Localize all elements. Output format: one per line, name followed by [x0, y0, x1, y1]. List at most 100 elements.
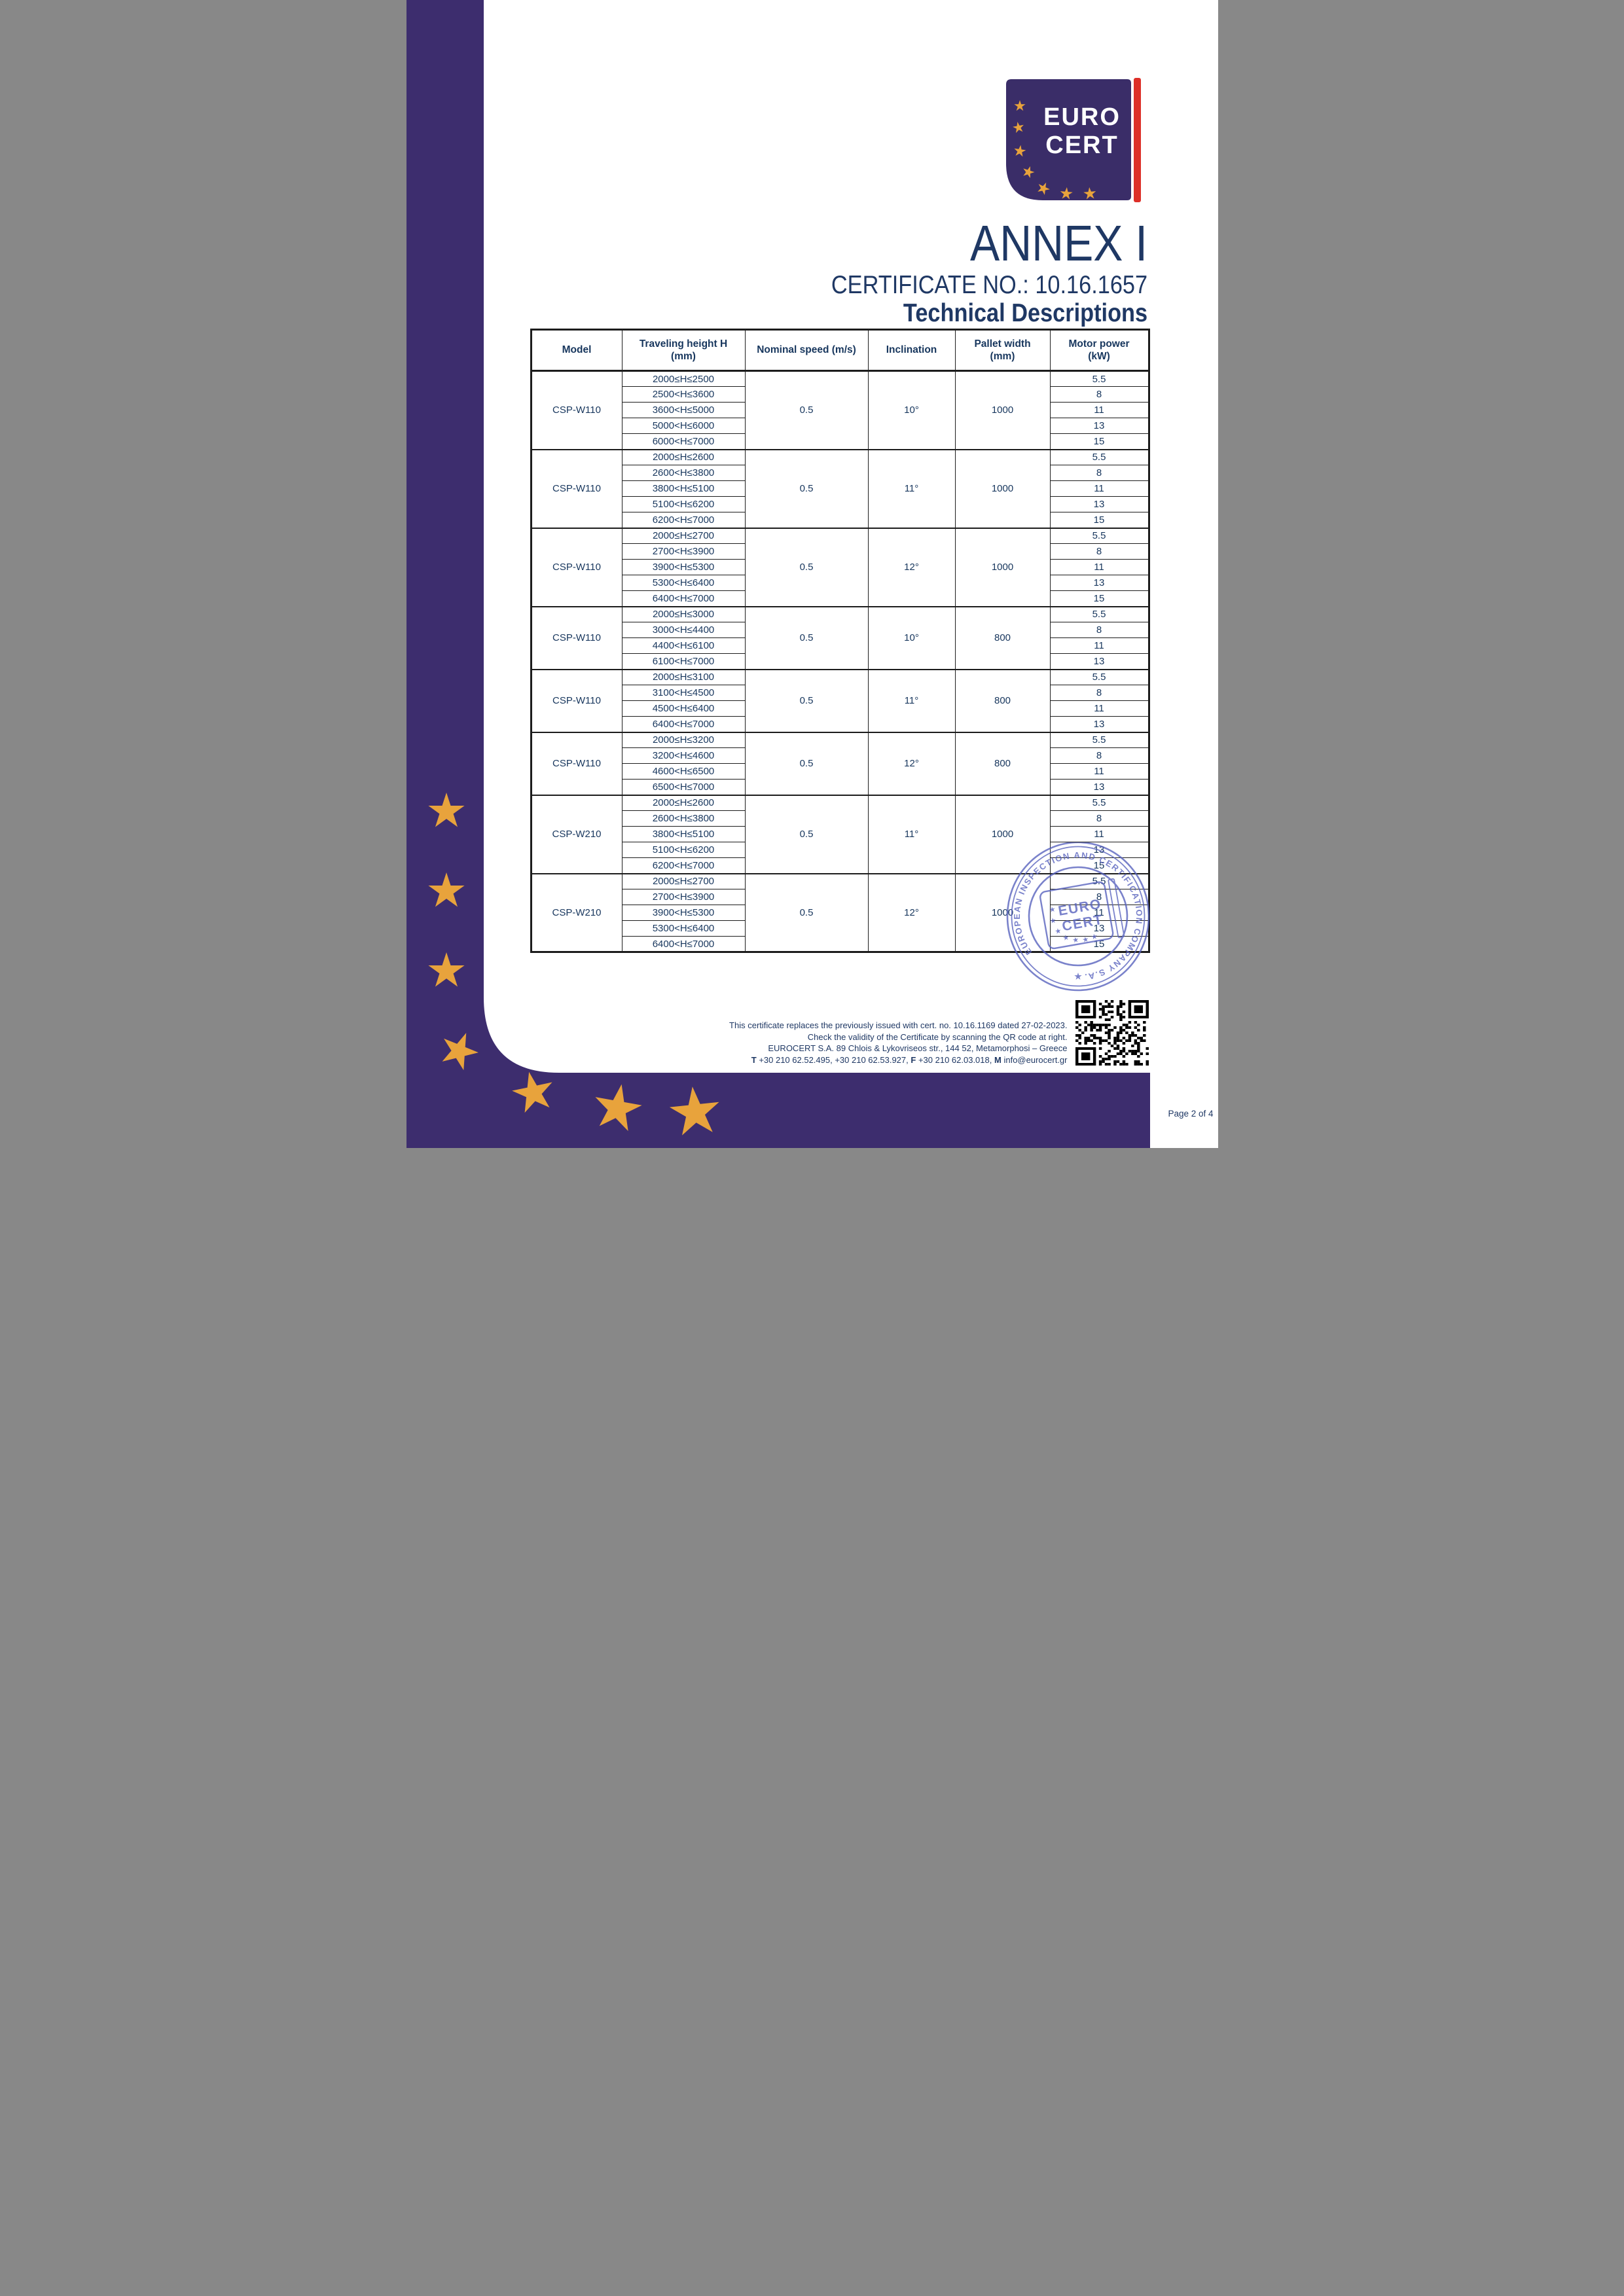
- footer-contact-line: T +30 210 62.52.495, +30 210 62.53.927, …: [729, 1054, 1068, 1066]
- fax-label: F: [911, 1054, 916, 1065]
- technical-spec-table: Model Traveling height H (mm) Nominal speed…: [530, 329, 1150, 953]
- page-border-decoration: [406, 0, 1150, 1148]
- motor-power-cell: 11: [1049, 826, 1149, 842]
- table-row: 6100<H≤7000 13: [531, 653, 1149, 670]
- height-range-cell: 2600<H≤3800: [621, 810, 746, 827]
- height-range-cell: 4500<H≤6400: [621, 700, 746, 717]
- inclination-cell: 12°: [867, 872, 956, 952]
- motor-power-cell: 15: [1049, 512, 1149, 528]
- stamp-star-icon: [1081, 936, 1089, 942]
- height-range-cell: 3600<H≤5000: [621, 402, 746, 418]
- header-row: Model Traveling height H (mm) Nominal speed…: [530, 329, 1149, 372]
- stamp-star-icon: [1054, 927, 1061, 934]
- speed-cell: 0.5: [744, 605, 869, 670]
- certificate-number: CERTIFICATE NO.: 10.16.1657: [831, 271, 1148, 299]
- motor-power-cell: 11: [1049, 402, 1149, 418]
- motor-power-cell: 5.5: [1049, 527, 1149, 544]
- motor-power-cell: 13: [1049, 418, 1149, 434]
- motor-power-cell: 5.5: [1049, 605, 1149, 622]
- speed-cell: 0.5: [744, 794, 869, 874]
- table-row: 3200<H≤4600 8: [531, 747, 1149, 764]
- speed-cell: 0.5: [744, 668, 869, 732]
- table-row: 2700<H≤3900 8: [531, 889, 1149, 905]
- speed-cell: 0.5: [744, 448, 869, 528]
- height-range-cell: 6100<H≤7000: [621, 653, 746, 670]
- inclination-cell: 11°: [867, 448, 956, 528]
- height-range-cell: 3900<H≤5300: [621, 905, 746, 921]
- inclination-cell: 10°: [867, 605, 956, 670]
- motor-power-cell: 13: [1049, 716, 1149, 732]
- speed-cell: 0.5: [744, 872, 869, 952]
- pallet-width-cell: 1000: [954, 370, 1051, 450]
- stamp-star-icon: [1072, 937, 1079, 943]
- model-cell: CSP-W110: [530, 668, 623, 732]
- inclination-cell: 12°: [867, 527, 956, 607]
- motor-power-cell: 13: [1049, 779, 1149, 795]
- pallet-width-cell: 800: [954, 731, 1051, 795]
- height-range-cell: 2000≤H≤2700: [621, 872, 746, 889]
- height-range-cell: 5300<H≤6400: [621, 575, 746, 591]
- table-row: CSP-W210 2000≤H≤2600 0.5 11° 1000 5.5: [530, 794, 1149, 874]
- height-range-cell: 2000≤H≤3000: [621, 605, 746, 622]
- motor-power-cell: 15: [1049, 433, 1149, 450]
- inclination-cell: 10°: [867, 370, 956, 450]
- table-row: CSP-W110 2000≤H≤3000 0.5 10° 800 5.5: [530, 605, 1149, 670]
- height-range-cell: 5000<H≤6000: [621, 418, 746, 434]
- motor-power-cell: 8: [1049, 685, 1149, 701]
- motor-power-cell: 5.5: [1049, 668, 1149, 685]
- speed-cell: 0.5: [744, 731, 869, 795]
- inclination-cell: 12°: [867, 731, 956, 795]
- col-header: Inclination: [867, 329, 956, 372]
- height-range-cell: 5100<H≤6200: [621, 496, 746, 512]
- table-row: 6500<H≤7000 13: [531, 779, 1149, 795]
- height-range-cell: 2500<H≤3600: [621, 386, 746, 403]
- speed-cell: 0.5: [744, 370, 869, 450]
- height-range-cell: 2000≤H≤2600: [621, 448, 746, 465]
- col-header: Traveling height H (mm): [621, 329, 746, 372]
- table-row: 4600<H≤6500 11: [531, 763, 1149, 780]
- footer-replacement-note: This certificate replaces the previously…: [729, 1020, 1068, 1030]
- table-row: CSP-W110 2000≤H≤2600 0.5 11° 1000 5.5: [530, 448, 1149, 528]
- motor-power-cell: 8: [1049, 889, 1149, 905]
- phone-label: T: [751, 1054, 757, 1065]
- height-range-cell: 6400<H≤7000: [621, 716, 746, 732]
- motor-power-cell: 5.5: [1049, 872, 1149, 889]
- footer-address: EUROCERT S.A. 89 Chlois & Lykovriseos st…: [768, 1043, 1068, 1053]
- table-row: 6400<H≤7000 13: [531, 716, 1149, 732]
- inclination-cell: 11°: [867, 668, 956, 732]
- height-range-cell: 4400<H≤6100: [621, 637, 746, 654]
- height-range-cell: 6200<H≤7000: [621, 512, 746, 528]
- motor-power-cell: 13: [1049, 575, 1149, 591]
- height-range-cell: 3200<H≤4600: [621, 747, 746, 764]
- motor-power-cell: 8: [1049, 810, 1149, 827]
- motor-power-cell: 11: [1049, 480, 1149, 497]
- qr-code: [1075, 1000, 1149, 1066]
- motor-power-cell: 11: [1049, 559, 1149, 575]
- height-range-cell: 6400<H≤7000: [621, 590, 746, 607]
- height-range-cell: 3000<H≤4400: [621, 622, 746, 638]
- stamp-star-icon: [1091, 933, 1098, 940]
- height-range-cell: 2000≤H≤2700: [621, 527, 746, 544]
- purple-band: [406, 0, 1150, 1148]
- logo-word-euro: EURO: [1043, 103, 1121, 131]
- motor-power-cell: 8: [1049, 543, 1149, 560]
- col-header: Pallet width (mm): [954, 329, 1051, 372]
- motor-power-cell: 8: [1049, 465, 1149, 481]
- pallet-width-cell: 1000: [954, 794, 1051, 874]
- motor-power-cell: 8: [1049, 386, 1149, 403]
- height-range-cell: 3100<H≤4500: [621, 685, 746, 701]
- model-cell: CSP-W210: [530, 794, 623, 874]
- table-row: CSP-W110 2000≤H≤2500 0.5 10° 1000 5.5: [530, 370, 1149, 450]
- table-row: 6200<H≤7000 15: [531, 512, 1149, 528]
- height-range-cell: 3800<H≤5100: [621, 826, 746, 842]
- pallet-width-cell: 800: [954, 605, 1051, 670]
- certificate-page: EURO CERT ANNEX I CERTIFICATE NO.: 10.16…: [406, 0, 1218, 1148]
- pallet-width-cell: 800: [954, 668, 1051, 732]
- model-cell: CSP-W110: [530, 527, 623, 607]
- title-block: ANNEX I CERTIFICATE NO.: 10.16.1657 Tech…: [788, 217, 1147, 327]
- page-subtitle: Technical Descriptions: [903, 299, 1148, 327]
- logo-word-cert: CERT: [1045, 132, 1118, 159]
- height-range-cell: 5300<H≤6400: [621, 920, 746, 937]
- table-row: 5300<H≤6400 13: [531, 575, 1149, 591]
- model-cell: CSP-W210: [530, 872, 623, 952]
